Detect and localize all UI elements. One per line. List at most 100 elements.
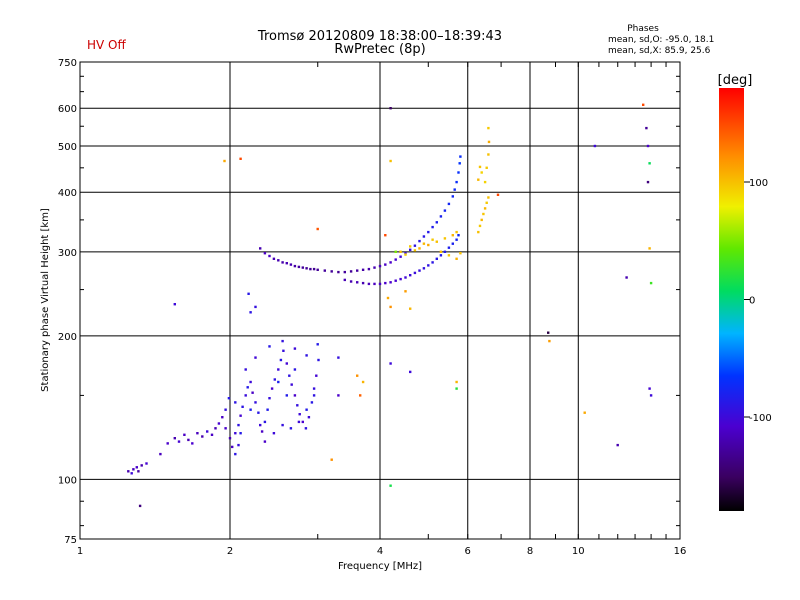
chart-subtitle: RwPretec (8p) (334, 42, 425, 57)
data-point (404, 276, 407, 279)
data-point (435, 240, 438, 243)
data-point (270, 387, 274, 390)
data-point (281, 261, 284, 264)
data-point (451, 242, 454, 245)
data-point (305, 354, 308, 357)
data-point (285, 262, 288, 265)
data-point (349, 280, 353, 283)
data-point (455, 380, 458, 384)
data-point (356, 374, 359, 377)
data-point (386, 296, 390, 300)
data-point (343, 270, 346, 274)
data-point (404, 290, 407, 293)
data-point (547, 331, 550, 334)
data-point (268, 254, 271, 258)
data-point (281, 423, 284, 427)
data-point (447, 202, 451, 206)
data-point (241, 405, 244, 408)
data-point (263, 440, 267, 443)
data-point (443, 237, 447, 240)
data-point (457, 171, 460, 174)
data-point (309, 267, 312, 271)
data-point (439, 254, 443, 257)
data-point (145, 462, 148, 465)
data-point (227, 397, 231, 400)
data-point (305, 408, 308, 411)
data-point (293, 264, 297, 268)
data-point (135, 466, 138, 469)
data-point (418, 239, 421, 243)
data-point (399, 255, 402, 258)
x-tick-label: 2 (227, 546, 233, 557)
data-point (485, 166, 488, 169)
data-point (443, 209, 447, 212)
data-point (277, 368, 280, 371)
data-point (159, 452, 162, 456)
data-point (277, 259, 280, 262)
y-tick-label: 400 (58, 188, 77, 199)
data-point (281, 339, 284, 343)
data-point (487, 153, 490, 156)
data-point (356, 281, 359, 284)
data-point (361, 380, 365, 384)
data-point (272, 432, 276, 435)
data-point (483, 180, 487, 184)
data-point (246, 386, 249, 389)
data-point (297, 265, 301, 269)
data-point (127, 470, 130, 473)
y-tick-label: 600 (58, 104, 77, 115)
data-point (183, 433, 186, 436)
data-point (482, 212, 485, 216)
data-point (259, 247, 262, 250)
data-point (214, 427, 217, 430)
data-point (187, 438, 190, 442)
data-point (234, 432, 237, 435)
data-point (404, 253, 407, 256)
data-point (478, 165, 482, 169)
data-point (642, 103, 645, 106)
y-tick-label: 200 (58, 332, 77, 343)
data-point (480, 218, 483, 222)
data-point (418, 247, 421, 250)
data-point (593, 144, 597, 148)
data-point (268, 397, 271, 400)
data-point (418, 269, 421, 272)
data-point (277, 380, 280, 384)
data-point (443, 250, 447, 253)
data-point (272, 257, 276, 260)
data-point (260, 430, 264, 433)
chart-title: Tromsø 20120809 18:38:00–18:39:43 (257, 29, 502, 44)
data-point (231, 445, 234, 449)
data-point (389, 107, 392, 110)
data-point (389, 484, 392, 487)
data-point (359, 394, 362, 397)
data-point (413, 249, 417, 252)
data-point (478, 224, 482, 228)
data-point (496, 193, 500, 196)
data-point (268, 345, 271, 348)
colorbar (719, 88, 744, 511)
data-point (316, 343, 319, 346)
data-point (389, 281, 392, 284)
data-point (399, 250, 402, 253)
data-point (625, 276, 628, 279)
data-point (427, 243, 430, 247)
data-point (289, 263, 293, 266)
y-tick-label: 500 (58, 142, 77, 153)
data-point (447, 246, 451, 249)
data-point (305, 267, 308, 270)
data-point (247, 292, 250, 295)
y-axis-label: Stationary phase Virtual Height [km] (40, 208, 51, 392)
x-tick-label: 1 (77, 546, 83, 557)
data-point (439, 250, 443, 253)
data-point (583, 411, 586, 414)
data-point (646, 144, 650, 148)
data-point (399, 277, 402, 281)
colorbar-unit-label: [deg] (718, 73, 753, 88)
data-point (477, 230, 480, 234)
data-point (315, 374, 318, 377)
data-point (288, 374, 291, 377)
y-tick-label: 300 (58, 248, 77, 259)
data-point (337, 394, 340, 397)
data-point (239, 157, 242, 160)
